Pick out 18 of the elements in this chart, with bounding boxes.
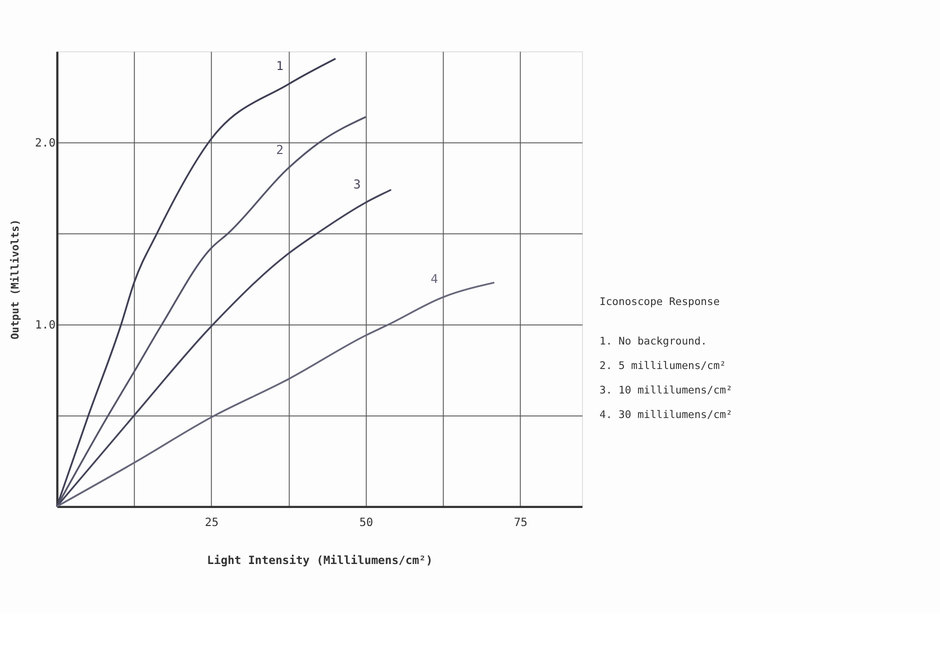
x-tick-label: 25 — [204, 515, 219, 530]
text: 4. 30 millilumens/cm² — [600, 409, 732, 422]
x-tick-label: 50 — [359, 515, 374, 530]
series-label: 4 — [430, 272, 438, 286]
series-label: 1 — [276, 59, 284, 74]
series-label: 3 — [353, 177, 361, 192]
text: Iconoscope Response — [600, 296, 720, 308]
line-series — [56, 282, 496, 508]
text: 2. 5 millilumens/cm² — [600, 360, 726, 372]
series-label: 2 — [276, 142, 284, 157]
text: 1. No background. — [600, 336, 708, 348]
y-axis-title: Output (Millivolts) — [9, 219, 22, 340]
x-axis-title: Light Intensity (Millilumens/cm²) — [207, 552, 433, 567]
y-tick-label: 1.0 — [35, 317, 56, 332]
y-tick-label: 2.0 — [35, 135, 56, 150]
x-tick-label: 75 — [514, 515, 528, 530]
line-series — [56, 116, 367, 508]
text: 3. 10 millilumens/cm² — [600, 384, 732, 397]
